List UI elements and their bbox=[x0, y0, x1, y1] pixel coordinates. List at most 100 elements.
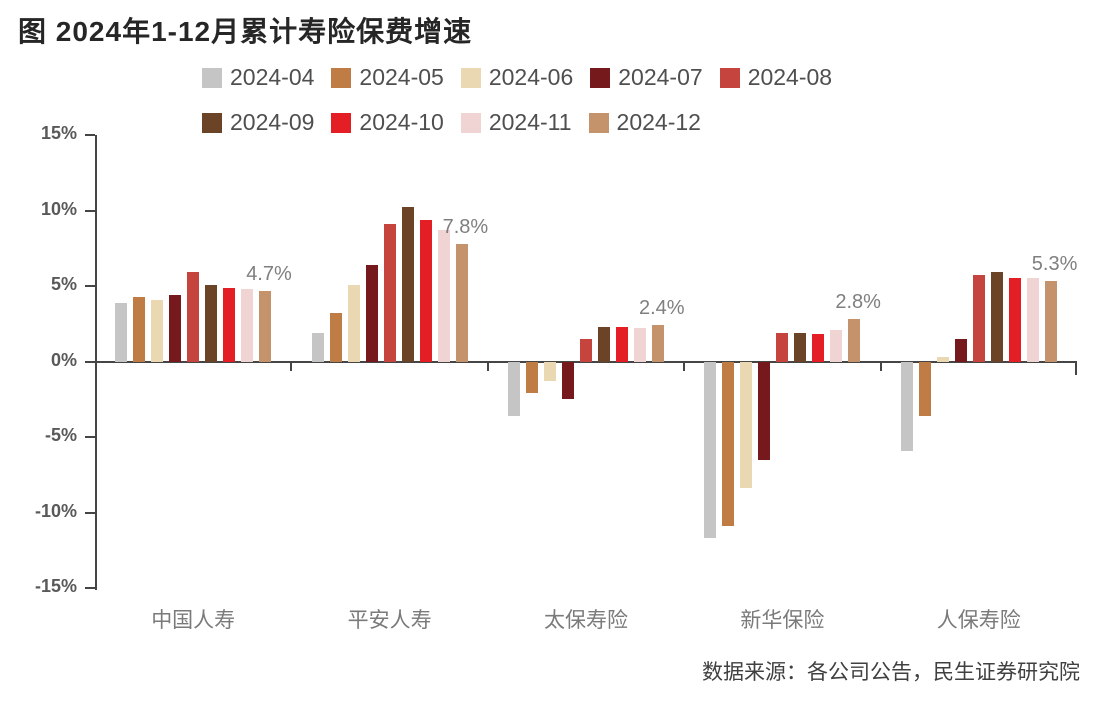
legend-label: 2024-04 bbox=[230, 64, 315, 90]
category-boundary-tick bbox=[879, 361, 882, 371]
bar bbox=[918, 361, 931, 416]
bar bbox=[1008, 278, 1021, 362]
legend-label: 2024-08 bbox=[747, 64, 833, 90]
bar bbox=[241, 289, 254, 362]
bar-group: 5.3% bbox=[881, 135, 1077, 588]
legend-swatch bbox=[202, 67, 222, 88]
legend-label: 2024-06 bbox=[488, 64, 574, 90]
legend-label: 2024-05 bbox=[359, 64, 444, 90]
x-axis-category-label: 中国人寿 bbox=[151, 609, 236, 632]
y-axis-tick-label: 10% bbox=[40, 198, 77, 219]
bar bbox=[383, 224, 396, 362]
bar bbox=[972, 275, 985, 362]
bar bbox=[329, 313, 342, 362]
legend-item: 2024-04 bbox=[202, 64, 314, 91]
legend-item: 2024-10 bbox=[331, 109, 444, 136]
y-axis-tick bbox=[85, 134, 95, 136]
bar bbox=[597, 326, 610, 362]
legend-label: 2024-07 bbox=[618, 64, 703, 90]
legend-item: 2024-09 bbox=[202, 109, 314, 136]
bar bbox=[1026, 278, 1039, 362]
legend-item: 2024-06 bbox=[460, 64, 574, 91]
bar bbox=[830, 329, 843, 362]
chart-title: 图 2024年1-12月累计寿险保费增速 bbox=[18, 16, 473, 47]
bar bbox=[401, 207, 414, 362]
bar bbox=[115, 302, 128, 362]
data-label: 5.3% bbox=[1031, 253, 1078, 276]
bar bbox=[615, 326, 628, 362]
y-axis-tick bbox=[85, 209, 95, 212]
legend-row-2: 2024-09 2024-10 2024-11 2024-12 bbox=[202, 109, 832, 136]
bar bbox=[347, 284, 360, 362]
y-axis-tick bbox=[85, 285, 95, 287]
legend-swatch bbox=[331, 112, 352, 133]
bar bbox=[437, 230, 450, 362]
y-axis-tick bbox=[85, 587, 95, 589]
x-axis-category-label: 平安人寿 bbox=[347, 609, 432, 632]
x-axis-category-label: 新华保险 bbox=[740, 609, 825, 632]
data-label: 2.8% bbox=[835, 291, 881, 314]
bar bbox=[205, 284, 218, 362]
bar bbox=[507, 361, 520, 416]
y-axis-tick-label: 15% bbox=[40, 123, 77, 143]
bar bbox=[740, 361, 753, 489]
bar bbox=[704, 361, 717, 539]
bar bbox=[259, 290, 272, 362]
bar-group: 4.7% bbox=[95, 135, 292, 588]
legend-item: 2024-12 bbox=[588, 109, 701, 136]
bar bbox=[651, 325, 664, 362]
bar bbox=[758, 361, 771, 460]
zero-baseline bbox=[95, 361, 1077, 363]
y-axis-tick-label: 5% bbox=[50, 274, 77, 294]
x-axis-end-tick bbox=[1075, 361, 1077, 375]
y-axis-tick-label: 0% bbox=[50, 349, 77, 370]
bar bbox=[990, 272, 1003, 362]
bar bbox=[954, 338, 967, 362]
legend-swatch bbox=[460, 112, 481, 133]
bar bbox=[525, 361, 538, 394]
bar bbox=[543, 361, 556, 382]
legend-swatch bbox=[719, 67, 740, 88]
data-label: 2.4% bbox=[638, 297, 685, 320]
bar bbox=[169, 295, 182, 362]
bar-group: 2.8% bbox=[684, 135, 881, 588]
x-axis-category-label: 人保寿险 bbox=[936, 609, 1021, 632]
legend: 2024-04 2024-05 2024-06 2024-07 2024-08 2024… bbox=[202, 64, 832, 136]
y-axis-labels: 15% 10% 5% 0% -5% -10% -15% bbox=[0, 123, 77, 596]
bar bbox=[722, 361, 735, 527]
bar bbox=[633, 328, 646, 362]
bar-group: 2.4% bbox=[488, 135, 685, 588]
y-axis-tick bbox=[85, 436, 95, 438]
bar bbox=[133, 296, 146, 362]
bar bbox=[848, 319, 861, 362]
bar bbox=[151, 299, 164, 362]
legend-swatch bbox=[331, 67, 352, 88]
category-boundary-tick bbox=[290, 361, 293, 371]
legend-item: 2024-07 bbox=[590, 64, 703, 91]
bar bbox=[223, 287, 236, 362]
bar bbox=[455, 243, 468, 362]
bar bbox=[579, 338, 592, 362]
bar bbox=[365, 264, 378, 362]
y-axis-tick bbox=[85, 360, 95, 363]
legend-label: 2024-12 bbox=[616, 109, 701, 135]
y-axis-tick-label: -15% bbox=[34, 576, 77, 596]
bar bbox=[900, 361, 913, 451]
legend-row-1: 2024-04 2024-05 2024-06 2024-07 2024-08 bbox=[202, 64, 832, 91]
bar bbox=[419, 219, 432, 362]
bar bbox=[794, 332, 807, 362]
y-axis-tick bbox=[85, 511, 95, 514]
bar bbox=[561, 361, 574, 400]
legend-swatch bbox=[460, 67, 481, 88]
legend-item: 2024-05 bbox=[331, 64, 444, 91]
bar bbox=[936, 356, 949, 362]
legend-item: 2024-08 bbox=[719, 64, 833, 91]
bar-group: 7.8% bbox=[291, 135, 489, 588]
data-label: 7.8% bbox=[442, 215, 489, 238]
y-axis-tick-label: -10% bbox=[34, 500, 77, 521]
category-boundary-tick bbox=[486, 361, 489, 371]
bar bbox=[311, 332, 324, 362]
x-axis-category-label: 太保寿险 bbox=[543, 609, 628, 632]
legend-label: 2024-11 bbox=[488, 109, 572, 135]
